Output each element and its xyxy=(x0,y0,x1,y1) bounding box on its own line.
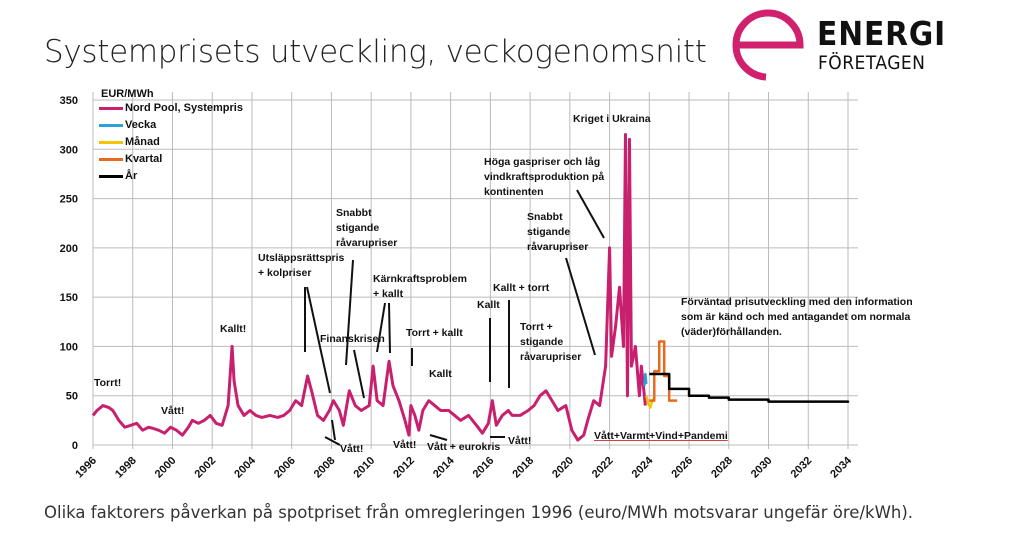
x-tick-label: 1998 xyxy=(113,455,139,481)
x-tick-label: 1996 xyxy=(73,455,99,481)
logo-text-energi: ENERGI xyxy=(817,14,947,53)
x-tick-label: 2032 xyxy=(789,455,815,481)
x-tick-label: 2018 xyxy=(510,455,536,481)
annotation: Vått + eurokris xyxy=(427,441,501,453)
x-tick-label: 2020 xyxy=(550,455,576,481)
y-tick-label: 150 xyxy=(60,292,78,304)
annotation: Vått! xyxy=(508,435,532,447)
y-tick-label: 100 xyxy=(60,341,78,353)
grid xyxy=(92,92,858,449)
x-tick-label: 2034 xyxy=(828,454,854,480)
series-kvartal xyxy=(649,340,678,402)
annotation: Vått+Varmt+Vind+Pandemi xyxy=(594,430,728,442)
annotation: Vått! xyxy=(340,443,364,455)
annotation: Höga gaspriser och låg vindkraftsprodukt… xyxy=(484,156,605,198)
page-title: Systemprisets utveckling, veckogenomsnit… xyxy=(44,34,707,70)
x-tick-label: 2002 xyxy=(193,455,219,481)
y-tick-label: 200 xyxy=(60,243,78,255)
y-tick-label: 300 xyxy=(60,144,78,156)
x-tick-label: 2026 xyxy=(669,455,695,481)
annotation: Kallt + torrt xyxy=(493,282,550,294)
x-tick-label: 2016 xyxy=(471,455,497,481)
annotation: Vått! xyxy=(393,439,417,451)
x-tick-label: 2008 xyxy=(312,455,338,481)
x-tick-label: 2028 xyxy=(709,455,735,481)
x-tick-label: 2010 xyxy=(351,455,377,481)
y-tick-label: 50 xyxy=(66,391,78,403)
legend-manad: Månad xyxy=(99,136,160,148)
annotation: Torrt + kallt xyxy=(406,327,463,339)
x-tick-labels: 1996 1998 2000 2002 2004 2006 2008 2010 2012 2014… xyxy=(73,454,854,480)
annotation: Torrt! xyxy=(94,377,122,389)
legend-nord-pool: Nord Pool, Systempris xyxy=(99,102,243,114)
x-tick-label: 2012 xyxy=(391,455,417,481)
annotation: Vått! xyxy=(161,405,185,417)
x-tick-label: 2030 xyxy=(749,455,775,481)
annotation-arrows xyxy=(304,189,605,446)
annotation: Finanskrisen xyxy=(320,333,385,345)
series-år xyxy=(649,372,850,403)
x-tick-label: 2004 xyxy=(232,454,258,480)
logo-e-icon xyxy=(732,9,804,81)
annotation: Kallt xyxy=(477,299,500,311)
annotation: Kallt! xyxy=(220,323,247,335)
x-tick-label: 2006 xyxy=(272,455,298,481)
annotation: Kärnkraftsproblem + kallt xyxy=(373,273,467,300)
legend-kvartal: Kvartal xyxy=(99,153,162,165)
legend-vecka: Vecka xyxy=(99,119,156,131)
annotation: Kriget i Ukraina xyxy=(573,113,651,125)
y-axis-unit: EUR/MWh xyxy=(101,88,154,100)
series-lines xyxy=(91,133,850,442)
series-nord-pool-systempris xyxy=(91,133,647,442)
legend-ar: År xyxy=(99,170,137,182)
annotation: Snabbt stigande råvarupriser xyxy=(527,211,589,253)
y-tick-label: 250 xyxy=(60,194,78,206)
annotation: Kallt xyxy=(429,368,452,380)
annotation: Torrt + stigande råvarupriser xyxy=(520,321,582,363)
x-tick-label: 2000 xyxy=(153,455,179,481)
x-tick-label: 2024 xyxy=(630,454,656,480)
caption: Olika faktorers påverkan på spotpriset f… xyxy=(44,503,914,522)
annotation-forecast-note: Förväntad prisutveckling med den informa… xyxy=(681,296,913,338)
y-tick-label: 0 xyxy=(72,440,78,452)
annotation: Utsläppsrättspris + kolpriser xyxy=(258,252,345,279)
annotation: Snabbt stigande råvarupriser xyxy=(336,207,398,249)
logo-text-foretagen: FÖRETAGEN xyxy=(818,52,926,74)
x-tick-label: 2022 xyxy=(590,455,616,481)
y-tick-label: 350 xyxy=(60,95,78,107)
series-vecka xyxy=(643,372,648,386)
x-tick-label: 2014 xyxy=(431,454,457,480)
y-tick-labels: 0 50 100 150 200 250 300 350 xyxy=(60,95,78,452)
